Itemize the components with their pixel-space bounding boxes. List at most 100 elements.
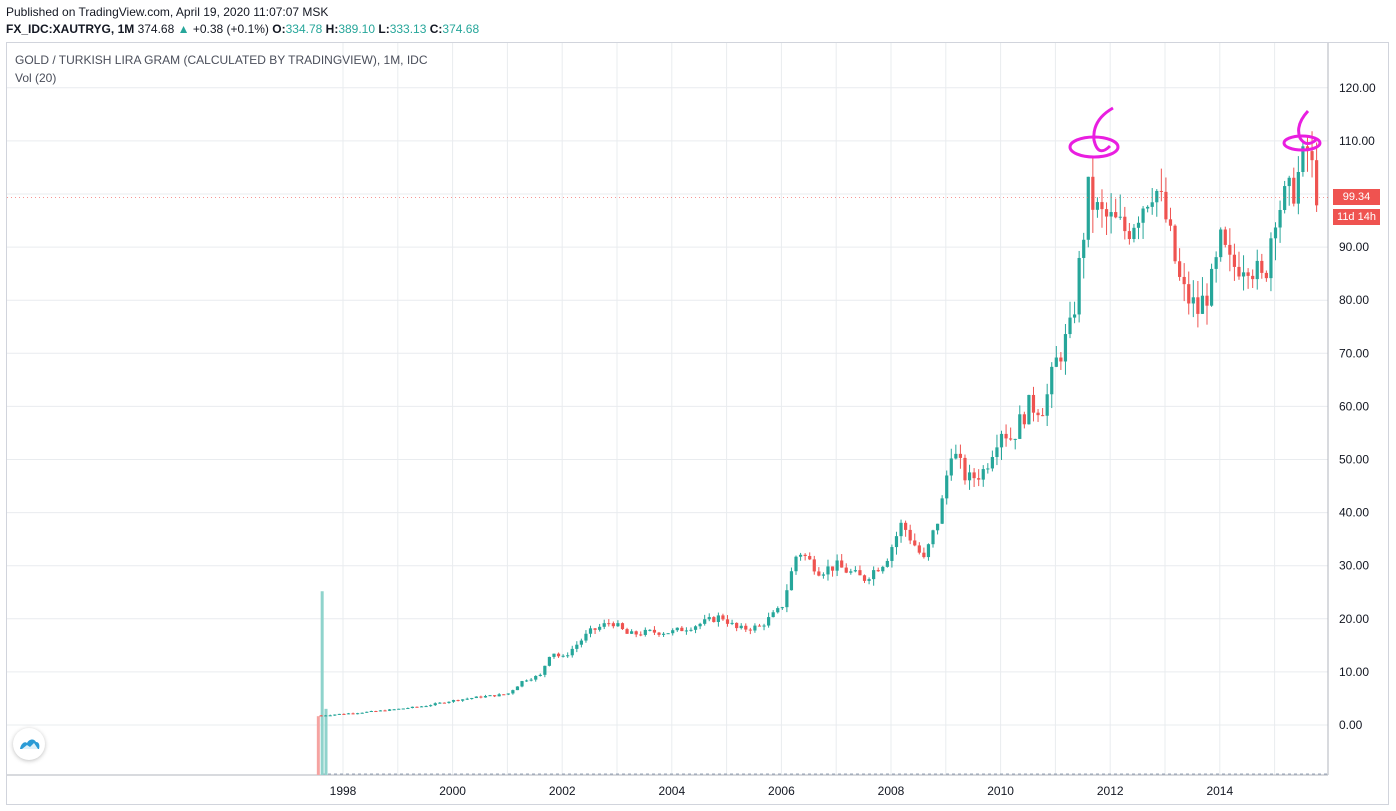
candle-body xyxy=(1018,414,1022,439)
candle-body xyxy=(913,540,917,546)
candle-body xyxy=(1091,176,1095,210)
candle-body xyxy=(890,547,894,561)
candle-body xyxy=(1178,261,1182,277)
candle-body xyxy=(808,556,812,560)
candle-body xyxy=(378,710,383,712)
bar-countdown-tag: 11d 14h xyxy=(1333,209,1380,225)
candle-body xyxy=(552,653,556,657)
candle-body xyxy=(1136,222,1141,228)
candle-body xyxy=(977,478,981,480)
candle-body xyxy=(789,571,794,591)
candle-body xyxy=(328,715,332,717)
change-arrow-icon: ▲ xyxy=(177,22,190,36)
candle-body xyxy=(342,713,346,715)
candle-body xyxy=(543,665,547,675)
candle-body xyxy=(1036,412,1040,416)
candle-body xyxy=(748,629,752,631)
candle-body xyxy=(547,656,552,666)
candle-body xyxy=(972,472,976,479)
candle-body xyxy=(470,698,474,700)
y-tick-label: 10.00 xyxy=(1339,665,1369,679)
candle-body xyxy=(840,560,844,568)
candle-body xyxy=(917,545,921,553)
candle-body xyxy=(524,680,529,682)
candle-body xyxy=(794,556,798,572)
candle-body xyxy=(862,575,867,581)
candle-body xyxy=(442,702,446,704)
y-tick-label: 90.00 xyxy=(1339,240,1369,254)
x-tick-label: 2010 xyxy=(987,784,1014,798)
candle-body xyxy=(1031,394,1036,413)
candle-body xyxy=(931,530,935,545)
candle-body xyxy=(1095,202,1100,210)
candle-body xyxy=(876,570,880,572)
chart-legend-title: GOLD / TURKISH LIRA GRAM (CALCULATED BY … xyxy=(15,53,428,67)
high-value: 389.10 xyxy=(338,22,376,36)
x-tick-label: 2000 xyxy=(439,784,466,798)
candle-body xyxy=(894,536,899,548)
y-tick-label: 0.00 xyxy=(1339,718,1363,732)
candle-body xyxy=(1132,227,1136,240)
y-tick-label: 80.00 xyxy=(1339,293,1369,307)
candle-body xyxy=(999,433,1004,448)
annotation-stroke xyxy=(1297,109,1317,145)
candle-body xyxy=(1296,171,1300,204)
candle-body xyxy=(872,570,876,580)
volume-indicator-label[interactable]: Vol (20) xyxy=(15,71,57,85)
candle-body xyxy=(698,623,702,627)
x-tick-label: 2006 xyxy=(768,784,795,798)
volume-bar xyxy=(324,708,328,775)
candle-body xyxy=(1182,276,1186,285)
candle-body xyxy=(826,566,830,575)
candle-body xyxy=(689,629,693,631)
candle-body xyxy=(575,644,579,649)
candle-body xyxy=(556,653,561,657)
y-tick-label: 60.00 xyxy=(1339,399,1369,413)
y-tick-label: 70.00 xyxy=(1339,346,1369,360)
candle-body xyxy=(1287,177,1291,187)
candle-body xyxy=(1086,176,1090,240)
candle-body xyxy=(1283,186,1287,210)
candle-body xyxy=(1072,314,1077,318)
candle-body xyxy=(1114,212,1118,218)
candle-body xyxy=(387,709,392,711)
y-tick-label: 110.00 xyxy=(1339,134,1375,148)
candle-body xyxy=(648,629,652,631)
candle-body xyxy=(926,544,931,558)
candle-body xyxy=(365,711,369,713)
x-tick-label: 1998 xyxy=(330,784,357,798)
candle-body xyxy=(438,702,442,704)
volume-bar xyxy=(320,591,324,775)
candle-body xyxy=(963,457,967,481)
candle-body xyxy=(721,615,725,620)
tradingview-logo-icon[interactable] xyxy=(13,728,45,760)
candle-body xyxy=(1168,219,1173,226)
candle-body xyxy=(1100,202,1104,210)
candle-body xyxy=(611,623,615,627)
candle-body xyxy=(1223,229,1227,245)
x-tick-label: 2014 xyxy=(1206,784,1233,798)
candle-body xyxy=(1260,260,1264,273)
candle-body xyxy=(817,571,821,576)
candle-body xyxy=(703,619,707,624)
candle-body xyxy=(661,633,666,635)
candle-body xyxy=(1050,366,1054,395)
candle-body xyxy=(333,714,337,716)
low-value: 333.13 xyxy=(389,22,427,36)
chart-frame[interactable] xyxy=(6,42,1389,805)
candle-body xyxy=(671,630,675,634)
candle-body xyxy=(821,574,826,576)
candle-body xyxy=(419,706,424,708)
x-tick-label: 2008 xyxy=(878,784,905,798)
candle-body xyxy=(744,625,748,630)
candle-body xyxy=(497,694,501,697)
candle-body xyxy=(849,571,853,573)
x-tick-label: 2012 xyxy=(1097,784,1124,798)
candle-body xyxy=(515,686,520,691)
candle-body xyxy=(461,699,465,701)
candle-body xyxy=(1292,177,1296,204)
candle-body xyxy=(716,615,720,622)
candle-body xyxy=(1159,190,1163,192)
annotation-circle xyxy=(1282,134,1322,152)
